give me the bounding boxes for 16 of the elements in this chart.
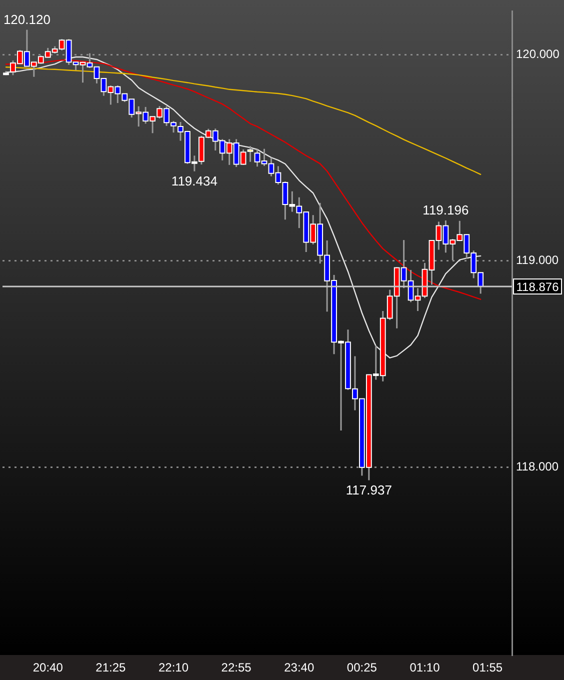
annotation: 120.120 <box>3 12 50 27</box>
x-tick-label: 20:40 <box>32 660 64 675</box>
y-tick-label: 119.000 <box>516 253 559 268</box>
ref-line-label: 118.876 <box>516 280 560 294</box>
x-tick-label: 01:55 <box>472 660 503 675</box>
x-tick-label: 00:25 <box>346 660 378 675</box>
annotation: 119.434 <box>171 173 218 188</box>
x-tick-label: 22:10 <box>158 660 189 675</box>
annotation: 119.196 <box>422 202 469 218</box>
x-tick-label: 01:10 <box>410 660 440 675</box>
y-tick-label: 118.000 <box>516 460 559 474</box>
x-tick-label: 23:40 <box>284 660 314 675</box>
annotation: 117.937 <box>346 482 392 498</box>
x-tick-label: 21:25 <box>96 660 126 675</box>
x-tick-label: 22:55 <box>221 660 252 675</box>
y-tick-label: 120.000 <box>516 46 560 61</box>
